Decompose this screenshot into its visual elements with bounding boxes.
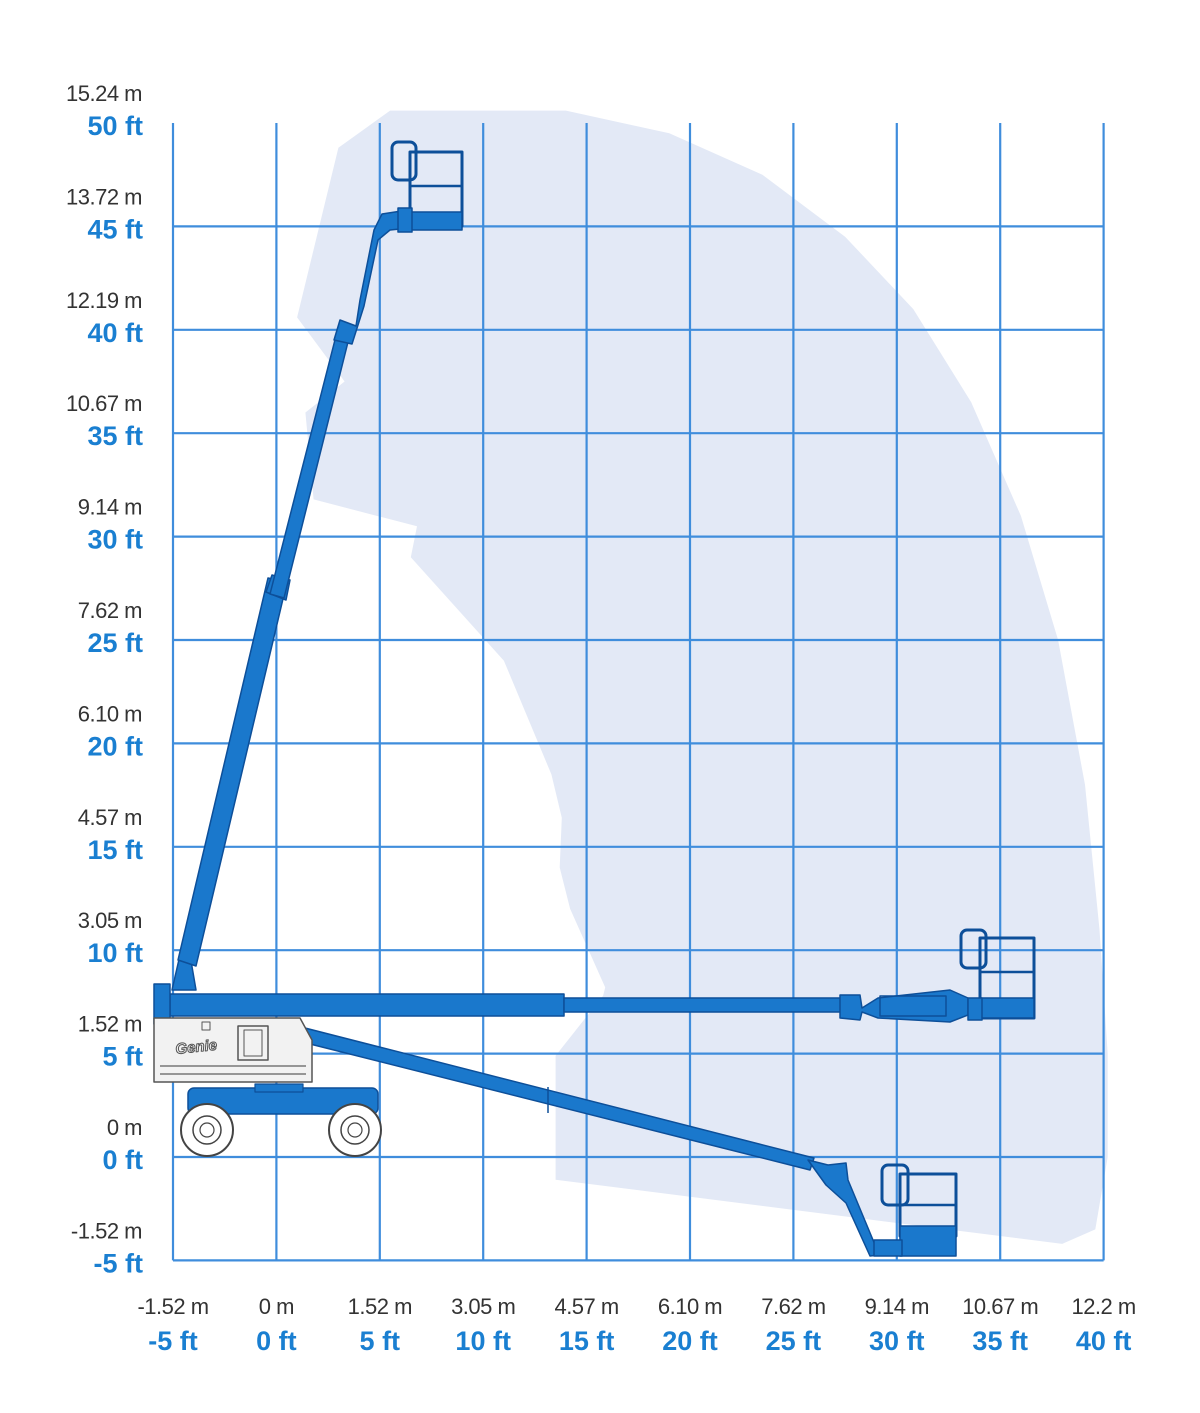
x-tick-label-m: 9.14 m [865, 1294, 929, 1319]
working-envelope [297, 110, 1108, 1244]
axis-labels: 15.24 m 50 ft 13.72 m 45 ft 12.19 m 40 ft 10.6… [66, 81, 1136, 1356]
x-tick-label-m: 3.05 m [451, 1294, 515, 1319]
horizontal-jib [839, 989, 969, 1023]
y-tick-label-ft: 0 ft [103, 1145, 144, 1175]
x-tick-label-ft: 0 ft [256, 1326, 297, 1356]
y-tick-label-ft: 40 ft [87, 318, 143, 348]
y-tick-label-m: 10.67 m [66, 391, 142, 416]
horizontal-boom-base [169, 993, 565, 1017]
y-tick-label-ft: 5 ft [103, 1042, 144, 1072]
y-tick-label-ft: 50 ft [87, 111, 143, 141]
y-tick-label-m: 3.05 m [78, 908, 142, 933]
x-tick-label-m: 6.10 m [658, 1294, 722, 1319]
horizontal-platform [959, 928, 1036, 1021]
y-tick-label-m: 0 m [107, 1115, 142, 1140]
y-tick-label-m: 7.62 m [78, 598, 142, 623]
horizontal-boom-fly [563, 997, 845, 1013]
x-tick-label-m: 10.67 m [962, 1294, 1038, 1319]
x-tick-label-m: 12.2 m [1071, 1294, 1135, 1319]
top-platform [390, 140, 464, 233]
brand-logo: Genie [175, 1037, 218, 1058]
y-tick-label-m: 15.24 m [66, 81, 142, 106]
lower-boom-position [304, 1027, 958, 1257]
y-tick-label-m: 13.72 m [66, 184, 142, 209]
envelope-area [297, 110, 1108, 1244]
y-tick-label-ft: 25 ft [87, 628, 143, 658]
x-tick-label-ft: 25 ft [766, 1326, 822, 1356]
x-tick-label-ft: -5 ft [148, 1326, 198, 1356]
x-tick-label-ft: 15 ft [559, 1326, 615, 1356]
y-tick-label-m: 12.19 m [66, 288, 142, 313]
x-tick-label-ft: 20 ft [662, 1326, 718, 1356]
x-tick-label-ft: 30 ft [869, 1326, 925, 1356]
y-tick-label-m: 6.10 m [78, 701, 142, 726]
y-tick-label-m: 9.14 m [78, 495, 142, 520]
horizontal-boom-position [169, 928, 1036, 1023]
y-tick-label-ft: 35 ft [87, 421, 143, 451]
x-tick-label-m: 0 m [259, 1294, 294, 1319]
x-tick-label-ft: 35 ft [972, 1326, 1028, 1356]
front-wheel [328, 1103, 382, 1157]
y-tick-label-ft: 30 ft [87, 525, 143, 555]
x-tick-label-ft: 5 ft [360, 1326, 401, 1356]
y-tick-label-ft: 15 ft [87, 835, 143, 865]
x-tick-label-m: 7.62 m [761, 1294, 825, 1319]
y-tick-label-ft: 20 ft [87, 731, 143, 761]
x-tick-label-ft: 10 ft [455, 1326, 511, 1356]
x-tick-label-ft: 40 ft [1076, 1326, 1132, 1356]
y-tick-label-ft: 10 ft [87, 938, 143, 968]
y-tick-label-ft: 45 ft [87, 214, 143, 244]
x-tick-label-m: 4.57 m [554, 1294, 618, 1319]
y-tick-label-m: 4.57 m [78, 805, 142, 830]
y-tick-label-m: -1.52 m [71, 1218, 142, 1243]
vertical-boom-lower [177, 577, 288, 967]
chassis: Genie [153, 983, 382, 1157]
x-tick-label-m: 1.52 m [348, 1294, 412, 1319]
lower-platform [873, 1163, 958, 1257]
rear-wheel [180, 1103, 234, 1157]
machine: Genie [153, 140, 1036, 1257]
y-tick-label-m: 1.52 m [78, 1012, 142, 1037]
y-tick-label-ft: -5 ft [94, 1248, 144, 1278]
x-tick-label-m: -1.52 m [137, 1294, 208, 1319]
vertical-boom-position [171, 140, 464, 991]
grid [171, 123, 1105, 1262]
